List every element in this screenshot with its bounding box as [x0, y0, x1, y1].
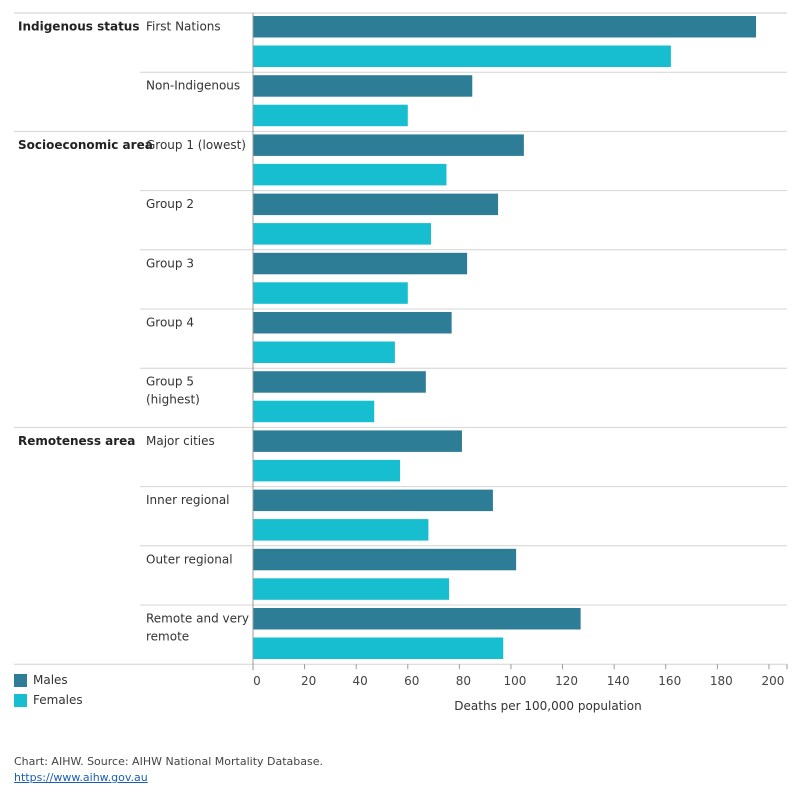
- bar-males: [253, 134, 524, 156]
- bar-females: [253, 104, 408, 127]
- bar-males: [253, 608, 581, 630]
- x-tick-label: 200: [761, 674, 784, 688]
- bar-males: [253, 548, 517, 571]
- legend-swatch-females: [14, 693, 27, 707]
- bar-chart: Indigenous status First Nations Non-Indige…: [14, 12, 788, 713]
- x-tick-label: 40: [353, 674, 368, 688]
- bar-females: [253, 45, 671, 67]
- x-tick-label: 0: [253, 674, 261, 688]
- category-label: Group 4: [146, 316, 194, 330]
- category-label: Inner regional: [146, 493, 230, 507]
- bar-males: [253, 252, 468, 275]
- bar-females: [253, 223, 431, 245]
- bar-females: [253, 519, 429, 541]
- x-tick-label: 100: [504, 674, 527, 688]
- source-note: Chart: AIHW. Source: AIHW National Morta…: [14, 755, 324, 768]
- x-tick-label: 80: [456, 674, 471, 688]
- x-tick-label: 60: [404, 674, 419, 688]
- category-label: Major cities: [146, 434, 215, 448]
- bar-females: [253, 578, 450, 600]
- bar-males: [253, 312, 452, 334]
- x-tick-label: 20: [301, 674, 316, 688]
- group-label: Indigenous status: [18, 20, 140, 34]
- group-label: Remoteness area: [18, 434, 135, 448]
- legend-item-females[interactable]: Females: [14, 690, 83, 710]
- legend-item-males[interactable]: Males: [14, 670, 83, 690]
- category-label: Group 3: [146, 256, 194, 270]
- bar-males: [253, 193, 499, 216]
- legend-label-males: Males: [33, 673, 68, 687]
- bar-males: [253, 75, 473, 97]
- category-label: Group 5: [146, 375, 194, 389]
- legend-label-females: Females: [33, 693, 83, 707]
- chart-footer: Chart: AIHW. Source: AIHW National Morta…: [14, 754, 323, 786]
- bar-females: [253, 341, 395, 363]
- bar-females: [253, 459, 401, 482]
- bar-females: [253, 400, 375, 423]
- bar-females: [253, 163, 447, 186]
- category-label: remote: [146, 630, 189, 644]
- category-label: (highest): [146, 393, 200, 407]
- x-axis-title: Deaths per 100,000 population: [454, 699, 641, 713]
- category-label: Outer regional: [146, 552, 233, 566]
- category-label: Remote and very: [146, 612, 249, 626]
- category-label: Non-Indigenous: [146, 79, 240, 93]
- legend-swatch-males: [14, 673, 27, 687]
- bar-males: [253, 371, 426, 393]
- x-tick-label: 120: [555, 674, 578, 688]
- group-label: Socioeconomic area: [18, 138, 153, 152]
- x-tick-label: 160: [658, 674, 681, 688]
- category-label: Group 1 (lowest): [146, 138, 246, 152]
- category-label: Group 2: [146, 197, 194, 211]
- bar-females: [253, 637, 504, 659]
- bar-males: [253, 430, 462, 452]
- source-link[interactable]: https://www.aihw.gov.au: [14, 771, 148, 784]
- legend: Males Females: [14, 670, 83, 710]
- x-tick-label: 180: [710, 674, 733, 688]
- bar-males: [253, 16, 757, 38]
- bar-males: [253, 489, 493, 512]
- x-tick-label: 140: [607, 674, 630, 688]
- bar-females: [253, 282, 408, 304]
- category-label: First Nations: [146, 20, 221, 34]
